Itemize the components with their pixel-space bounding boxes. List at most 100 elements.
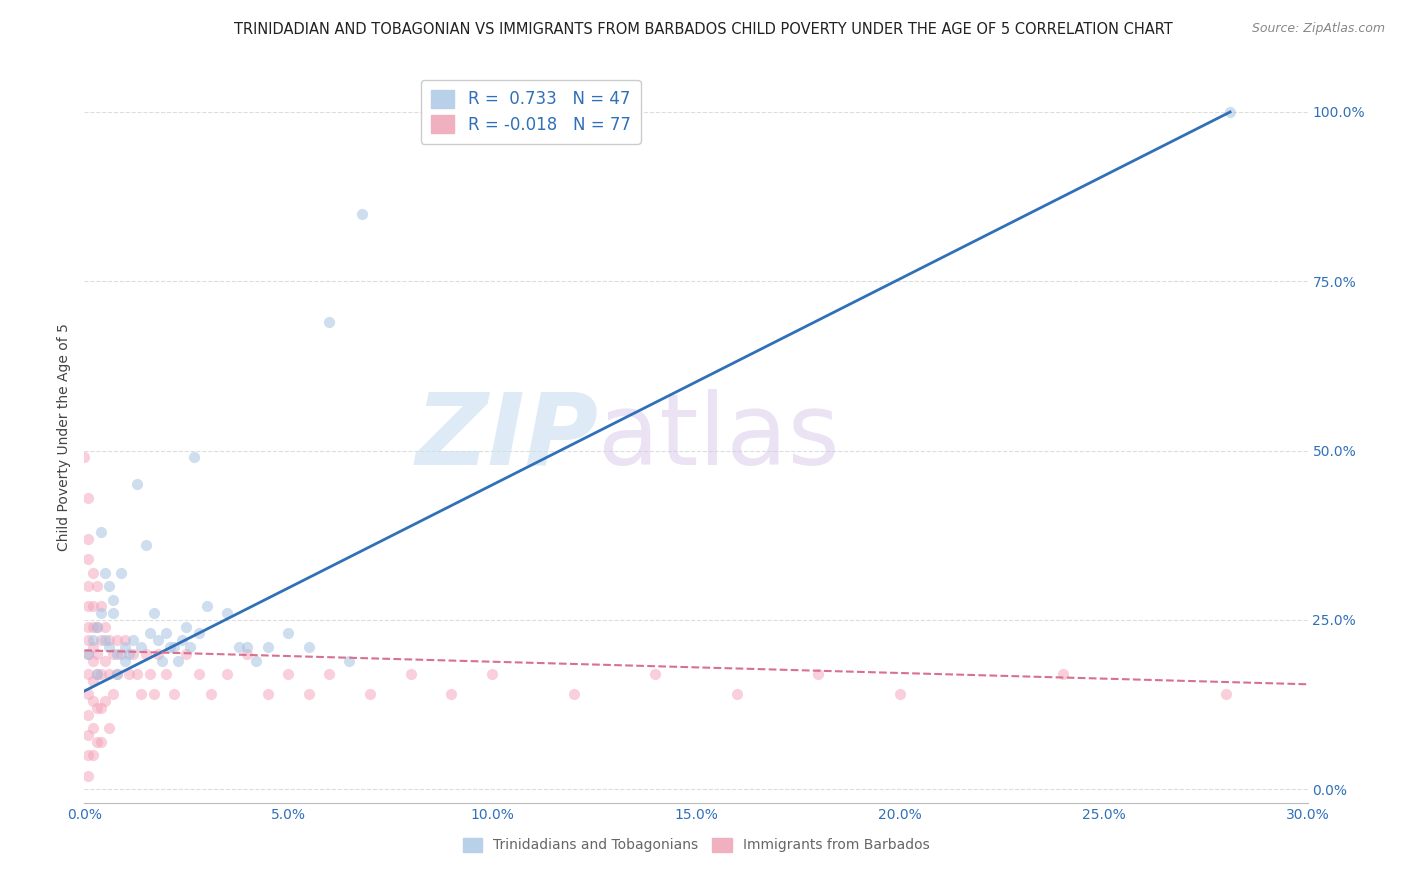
Point <box>77 532 100 546</box>
Point <box>77 728 100 742</box>
Point <box>110 566 132 580</box>
Point <box>127 667 149 681</box>
Point <box>359 688 381 702</box>
Point <box>155 626 177 640</box>
Point <box>86 667 108 681</box>
Point <box>200 688 222 702</box>
Point <box>298 688 321 702</box>
Point <box>93 654 115 668</box>
Point <box>77 769 100 783</box>
Point <box>217 606 239 620</box>
Point <box>150 654 173 668</box>
Point <box>399 667 422 681</box>
Legend: Trinidadians and Tobagonians, Immigrants from Barbados: Trinidadians and Tobagonians, Immigrants… <box>457 832 935 858</box>
Point <box>105 633 128 648</box>
Point <box>1052 667 1074 681</box>
Point <box>77 579 100 593</box>
Point <box>93 633 115 648</box>
Point <box>77 647 100 661</box>
Point <box>318 667 340 681</box>
Point <box>167 654 190 668</box>
Point <box>82 640 104 654</box>
Point <box>146 647 169 661</box>
Point <box>155 667 177 681</box>
Point <box>90 735 112 749</box>
Point <box>101 647 124 661</box>
Point <box>82 599 104 614</box>
Point <box>114 654 136 668</box>
Point <box>90 599 112 614</box>
Point <box>183 450 205 465</box>
Point <box>82 633 104 648</box>
Point <box>257 640 280 654</box>
Point <box>82 721 104 735</box>
Point <box>257 688 280 702</box>
Point <box>135 538 157 552</box>
Point <box>172 633 194 648</box>
Point <box>97 579 120 593</box>
Text: atlas: atlas <box>598 389 839 485</box>
Point <box>73 450 96 465</box>
Y-axis label: Child Poverty Under the Age of 5: Child Poverty Under the Age of 5 <box>58 323 72 551</box>
Point <box>86 701 108 715</box>
Point <box>217 667 239 681</box>
Point <box>90 701 112 715</box>
Point <box>481 667 503 681</box>
Point <box>86 647 108 661</box>
Point <box>725 688 748 702</box>
Point <box>105 667 128 681</box>
Point <box>93 566 115 580</box>
Point <box>97 633 120 648</box>
Point <box>97 667 120 681</box>
Point <box>105 647 128 661</box>
Point <box>236 640 259 654</box>
Point <box>138 626 160 640</box>
Text: Source: ZipAtlas.com: Source: ZipAtlas.com <box>1251 22 1385 36</box>
Point <box>179 640 201 654</box>
Point <box>1215 688 1237 702</box>
Point <box>77 552 100 566</box>
Point <box>807 667 830 681</box>
Point <box>82 673 104 688</box>
Point <box>77 491 100 505</box>
Point <box>82 654 104 668</box>
Point <box>90 606 112 620</box>
Point <box>97 721 120 735</box>
Point <box>1219 105 1241 120</box>
Point <box>77 748 100 763</box>
Point <box>318 315 340 329</box>
Point <box>77 707 100 722</box>
Point <box>277 667 299 681</box>
Point <box>163 688 186 702</box>
Point <box>97 640 120 654</box>
Point <box>236 647 259 661</box>
Point <box>82 566 104 580</box>
Point <box>135 647 157 661</box>
Point <box>82 694 104 708</box>
Point <box>174 647 197 661</box>
Point <box>277 626 299 640</box>
Point <box>101 592 124 607</box>
Point <box>77 599 100 614</box>
Point <box>339 654 361 668</box>
Point <box>90 667 112 681</box>
Point <box>118 647 141 661</box>
Point <box>114 640 136 654</box>
Point <box>77 688 100 702</box>
Point <box>187 626 209 640</box>
Point <box>77 647 100 661</box>
Point <box>77 620 100 634</box>
Point <box>644 667 666 681</box>
Point <box>77 633 100 648</box>
Point <box>90 633 112 648</box>
Point <box>142 606 165 620</box>
Point <box>93 694 115 708</box>
Point <box>86 620 108 634</box>
Point <box>187 667 209 681</box>
Point <box>228 640 250 654</box>
Point <box>131 688 153 702</box>
Point <box>138 667 160 681</box>
Point <box>93 620 115 634</box>
Point <box>110 647 132 661</box>
Point <box>245 654 267 668</box>
